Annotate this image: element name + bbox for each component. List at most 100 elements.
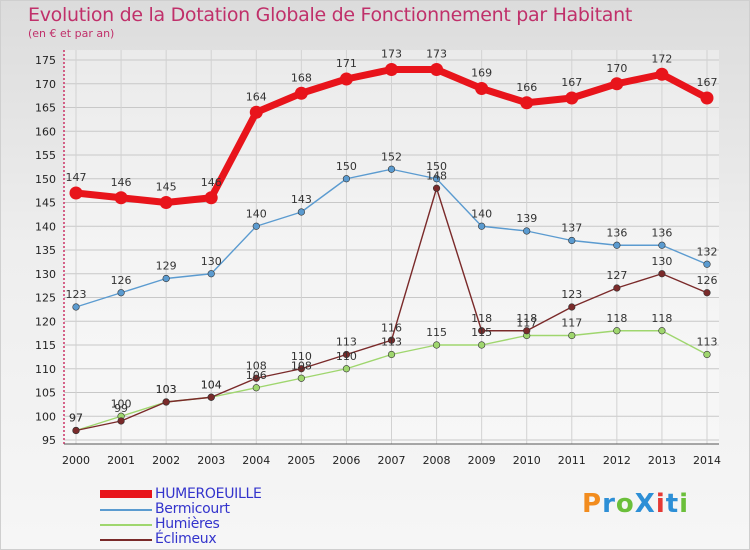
data-point xyxy=(339,72,353,86)
x-tick-label: 2001 xyxy=(107,454,135,467)
y-tick-label: 155 xyxy=(35,149,56,162)
data-point xyxy=(568,331,576,340)
legend-item-bermicourt: Bermicourt xyxy=(100,501,360,517)
data-label: 113 xyxy=(381,336,402,349)
legend-item-humières: Humières xyxy=(100,516,360,532)
data-point xyxy=(613,241,621,249)
logo-letter: i xyxy=(679,489,690,519)
data-label: 97 xyxy=(69,412,83,425)
data-label: 117 xyxy=(516,317,537,330)
data-point xyxy=(478,341,486,349)
data-point xyxy=(159,196,173,209)
logo-letter: i xyxy=(655,489,666,519)
legend-swatch xyxy=(100,524,152,526)
data-point xyxy=(297,374,305,382)
data-point xyxy=(252,222,260,230)
data-label: 140 xyxy=(471,207,492,220)
data-label: 146 xyxy=(111,176,132,189)
data-label: 127 xyxy=(606,269,627,282)
data-point xyxy=(387,336,396,344)
data-point xyxy=(700,91,714,105)
x-tick-label: 2004 xyxy=(242,454,270,467)
data-point xyxy=(207,393,215,401)
data-label: 100 xyxy=(111,397,132,410)
data-label: 152 xyxy=(381,150,402,163)
x-tick-label: 2007 xyxy=(378,454,406,467)
data-point xyxy=(249,105,263,119)
data-point xyxy=(703,260,711,268)
data-label: 118 xyxy=(651,312,672,325)
data-point xyxy=(565,91,579,105)
data-label: 103 xyxy=(156,383,177,396)
x-tick-label: 2010 xyxy=(513,454,541,467)
data-label: 170 xyxy=(606,62,627,75)
logo-letter: o xyxy=(615,489,635,519)
proxiti-logo: ProXiti xyxy=(582,489,689,519)
y-tick-label: 140 xyxy=(35,220,56,233)
data-point xyxy=(387,350,396,359)
data-label: 110 xyxy=(336,350,357,363)
data-point xyxy=(430,63,444,76)
data-label: 140 xyxy=(246,207,267,220)
data-label: 104 xyxy=(201,378,222,391)
data-label: 118 xyxy=(516,312,537,325)
data-point xyxy=(658,327,666,335)
data-point xyxy=(478,222,486,230)
data-point xyxy=(207,270,215,278)
data-label: 113 xyxy=(697,336,718,349)
axes: 95 100 105 110 115 120 125 130 135 140 145 150 155 16… xyxy=(35,50,721,467)
x-tick-label: 2002 xyxy=(152,454,180,467)
x-tick-label: 2003 xyxy=(197,454,225,467)
x-tick-label: 2014 xyxy=(693,454,721,467)
data-label: 148 xyxy=(426,169,447,182)
data-label: 108 xyxy=(291,359,312,372)
y-tick-label: 165 xyxy=(35,102,56,115)
data-point xyxy=(475,82,489,95)
x-tick-label: 2000 xyxy=(62,454,90,467)
data-point xyxy=(523,227,531,235)
data-label: 118 xyxy=(471,312,492,325)
data-label: 99 xyxy=(114,402,128,415)
data-label: 118 xyxy=(606,312,627,325)
data-label: 126 xyxy=(697,274,718,287)
data-point xyxy=(520,96,534,110)
y-tick-label: 125 xyxy=(35,292,56,305)
data-label: 130 xyxy=(201,255,222,268)
data-label: 106 xyxy=(246,369,267,382)
data-point xyxy=(568,303,576,311)
data-point xyxy=(703,350,711,359)
data-label: 136 xyxy=(651,226,672,239)
y-tick-label: 100 xyxy=(35,410,56,423)
legend-item-éclimeux: Éclimeux xyxy=(100,531,360,547)
logo-letter: t xyxy=(665,489,680,519)
y-tick-label: 170 xyxy=(35,78,56,91)
data-label: 123 xyxy=(66,288,87,301)
data-label: 113 xyxy=(336,336,357,349)
data-point xyxy=(432,175,441,183)
data-label: 167 xyxy=(561,76,582,89)
data-point xyxy=(658,241,666,249)
data-label: 139 xyxy=(516,212,537,225)
y-tick-label: 175 xyxy=(35,54,56,67)
data-point xyxy=(432,184,441,192)
y-tick-label: 110 xyxy=(35,363,56,376)
data-label: 130 xyxy=(651,255,672,268)
legend-swatch xyxy=(100,490,152,498)
x-tick-label: 2011 xyxy=(558,454,586,467)
y-tick-label: 120 xyxy=(35,315,56,328)
data-point xyxy=(117,417,125,425)
legend-swatch xyxy=(100,539,152,541)
data-point xyxy=(432,341,441,349)
data-label: 126 xyxy=(111,274,132,287)
data-point xyxy=(252,374,260,382)
data-label: 116 xyxy=(381,321,402,334)
legend-label: Éclimeux xyxy=(155,531,217,547)
data-label: 173 xyxy=(426,48,447,61)
data-point xyxy=(297,208,305,216)
series-layer xyxy=(69,63,714,435)
data-label: 169 xyxy=(471,67,492,80)
x-tick-label: 2008 xyxy=(423,454,451,467)
data-point xyxy=(252,384,260,392)
data-label: 167 xyxy=(697,76,718,89)
